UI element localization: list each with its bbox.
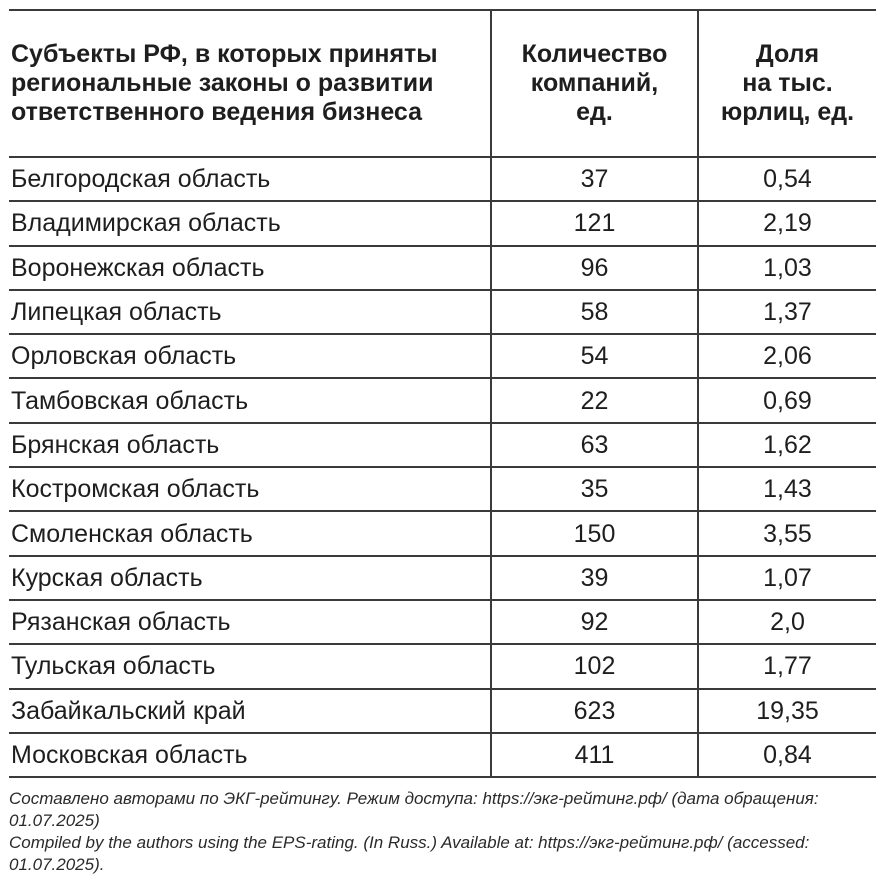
table-row: Московская область 411 0,84: [9, 732, 876, 779]
cell-share: 1,43: [697, 467, 876, 513]
cell-share: 2,06: [697, 334, 876, 380]
header-share-line1: Доля: [755, 40, 820, 68]
cell-companies: 102: [490, 644, 698, 690]
table-row: Рязанская область 92 2,0: [9, 599, 876, 646]
cell-companies: 121: [490, 201, 698, 247]
cell-companies: 92: [490, 599, 698, 646]
table-row: Владимирская область 121 2,19: [9, 201, 876, 247]
header-share-line2: на тыс.: [742, 69, 833, 97]
cell-region: Тамбовская область: [9, 378, 491, 424]
table-row: Забайкальский край 623 19,35: [9, 688, 876, 734]
table-row: Костромская область 35 1,43: [9, 467, 876, 513]
cell-region: Курская область: [9, 555, 491, 601]
table-row: Тульская область 102 1,77: [9, 644, 876, 690]
cell-companies: 150: [490, 511, 698, 557]
cell-region: Костромская область: [9, 467, 491, 513]
cell-region: Тульская область: [9, 644, 491, 690]
cell-share: 1,03: [697, 245, 876, 291]
cell-companies: 35: [490, 467, 698, 513]
table-header-row: Субъекты РФ, в которых приняты региональ…: [9, 9, 876, 158]
table-row: Белгородская область 37 0,54: [9, 157, 876, 203]
cell-region: Брянская область: [9, 422, 491, 469]
header-region: Субъекты РФ, в которых приняты региональ…: [9, 9, 491, 158]
source-footnote: Составлено авторами по ЭКГ-рейтингу. Реж…: [9, 788, 879, 876]
cell-companies: 623: [490, 688, 698, 734]
cell-region: Белгородская область: [9, 157, 491, 203]
table-row: Смоленская область 150 3,55: [9, 511, 876, 557]
cell-share: 3,55: [697, 511, 876, 557]
cell-share: 2,19: [697, 201, 876, 247]
cell-companies: 411: [490, 732, 698, 779]
cell-companies: 22: [490, 378, 698, 424]
table-row: Тамбовская область 22 0,69: [9, 378, 876, 424]
table-row: Липецкая область 58 1,37: [9, 289, 876, 336]
cell-companies: 37: [490, 157, 698, 203]
cell-share: 0,54: [697, 157, 876, 203]
cell-share: 1,62: [697, 422, 876, 469]
header-share: Доля на тыс. юрлиц, ед.: [697, 9, 876, 158]
header-companies-line1: Количество: [521, 40, 668, 68]
table-row: Орловская область 54 2,06: [9, 334, 876, 380]
cell-share: 1,37: [697, 289, 876, 336]
cell-companies: 63: [490, 422, 698, 469]
cell-share: 2,0: [697, 599, 876, 646]
cell-companies: 96: [490, 245, 698, 291]
cell-companies: 54: [490, 334, 698, 380]
cell-region: Владимирская область: [9, 201, 491, 247]
cell-region: Липецкая область: [9, 289, 491, 336]
cell-region: Забайкальский край: [9, 688, 491, 734]
cell-region: Рязанская область: [9, 599, 491, 646]
cell-share: 1,07: [697, 555, 876, 601]
cell-companies: 39: [490, 555, 698, 601]
cell-region: Смоленская область: [9, 511, 491, 557]
cell-region: Московская область: [9, 732, 491, 779]
cell-share: 0,84: [697, 732, 876, 779]
table-row: Курская область 39 1,07: [9, 555, 876, 601]
cell-share: 1,77: [697, 644, 876, 690]
footnote-en: Compiled by the authors using the EPS-ra…: [9, 833, 810, 874]
table-row: Воронежская область 96 1,03: [9, 245, 876, 291]
header-share-line3: юрлиц, ед.: [720, 98, 855, 126]
header-companies-line3: ед.: [576, 98, 613, 126]
table-row: Брянская область 63 1,62: [9, 422, 876, 469]
footnote-ru: Составлено авторами по ЭКГ-рейтингу. Реж…: [9, 789, 819, 830]
cell-region: Воронежская область: [9, 245, 491, 291]
cell-companies: 58: [490, 289, 698, 336]
cell-share: 19,35: [697, 688, 876, 734]
cell-share: 0,69: [697, 378, 876, 424]
cell-region: Орловская область: [9, 334, 491, 380]
header-companies: Количество компаний, ед.: [490, 9, 698, 158]
header-companies-line2: компаний,: [530, 69, 659, 97]
regions-table: Субъекты РФ, в которых приняты региональ…: [9, 9, 876, 779]
